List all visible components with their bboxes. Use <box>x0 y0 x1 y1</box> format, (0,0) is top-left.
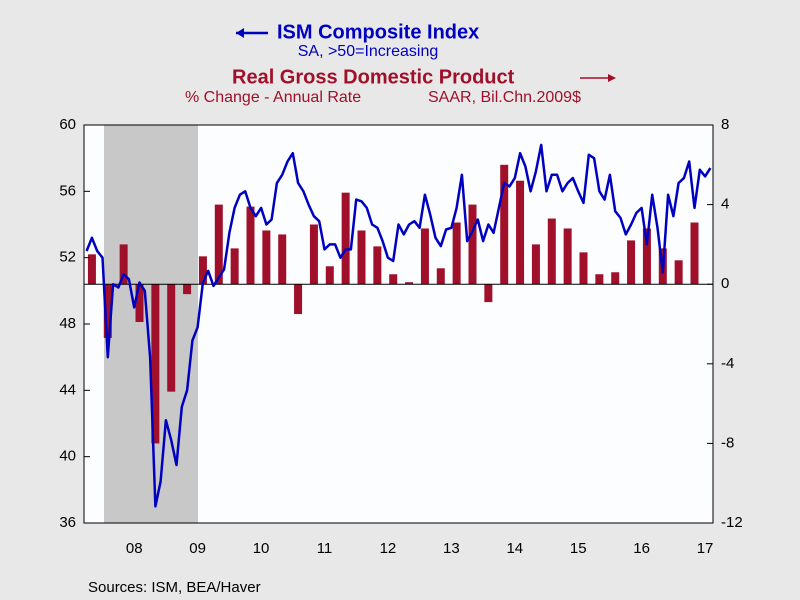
bar <box>531 244 540 285</box>
x-tick-label: 15 <box>570 540 587 557</box>
y-tick-label: 48 <box>59 315 76 332</box>
bar <box>405 282 414 285</box>
legend-note: SA, >50=Increasing <box>298 43 439 60</box>
bar <box>452 222 461 285</box>
y2-tick-label: -12 <box>721 514 743 531</box>
x-tick-label: 17 <box>697 540 714 557</box>
bar <box>484 284 493 303</box>
legend-arrow-head <box>608 74 616 82</box>
bar <box>294 284 303 315</box>
bar <box>151 284 160 444</box>
bar <box>278 234 287 285</box>
x-tick-label: 08 <box>126 540 143 557</box>
bar <box>500 164 509 285</box>
x-tick-label: 16 <box>633 540 650 557</box>
legend-note: % Change - Annual Rate <box>185 89 361 106</box>
y-tick-label: 40 <box>59 448 76 465</box>
bar <box>230 248 239 285</box>
bar <box>119 244 128 285</box>
y-tick-label: 44 <box>59 381 76 398</box>
bar <box>690 222 699 285</box>
y2-tick-label: -4 <box>721 355 734 372</box>
x-tick-label: 12 <box>380 540 397 557</box>
bar <box>87 254 96 285</box>
bar <box>627 240 636 285</box>
y-tick-label: 52 <box>59 249 76 266</box>
y2-tick-label: 4 <box>721 196 729 213</box>
bar <box>579 252 588 285</box>
bar <box>135 284 144 323</box>
bar <box>373 246 382 285</box>
bar <box>547 218 556 285</box>
x-tick-label: 14 <box>506 540 523 557</box>
bar <box>436 268 445 285</box>
x-tick-label: 13 <box>443 540 460 557</box>
recession-shade <box>104 125 198 523</box>
legend-title: Real Gross Domestic Product <box>232 66 515 88</box>
legend-note: SAAR, Bil.Chn.2009$ <box>428 89 581 106</box>
bar <box>183 284 192 295</box>
bar <box>341 192 350 285</box>
y2-tick-label: 8 <box>721 116 729 133</box>
bar <box>325 266 334 285</box>
bar <box>309 224 318 285</box>
bar <box>262 230 271 285</box>
bar <box>420 228 429 285</box>
y-tick-label: 60 <box>59 116 76 133</box>
y2-tick-label: 0 <box>721 275 729 292</box>
x-tick-label: 10 <box>253 540 270 557</box>
y-tick-label: 36 <box>59 514 76 531</box>
bar <box>103 284 112 338</box>
bar <box>516 180 525 285</box>
bar <box>595 274 604 285</box>
y-tick-label: 56 <box>59 182 76 199</box>
bar <box>214 204 223 285</box>
y2-tick-label: -8 <box>721 434 734 451</box>
legend-title: ISM Composite Index <box>277 21 479 43</box>
line <box>85 143 712 508</box>
bar <box>611 272 620 285</box>
bar <box>674 260 683 285</box>
bar <box>389 274 398 285</box>
legend-arrow-head <box>236 28 244 38</box>
x-tick-label: 11 <box>317 540 333 557</box>
bar <box>468 204 477 285</box>
bar <box>563 228 572 285</box>
x-tick-label: 09 <box>189 540 206 557</box>
bar <box>246 206 255 285</box>
marks <box>84 143 713 508</box>
bar <box>642 228 651 285</box>
bar <box>357 230 366 285</box>
sources: Sources: ISM, BEA/Haver <box>88 579 261 596</box>
bar <box>167 284 176 392</box>
bar <box>198 256 207 285</box>
